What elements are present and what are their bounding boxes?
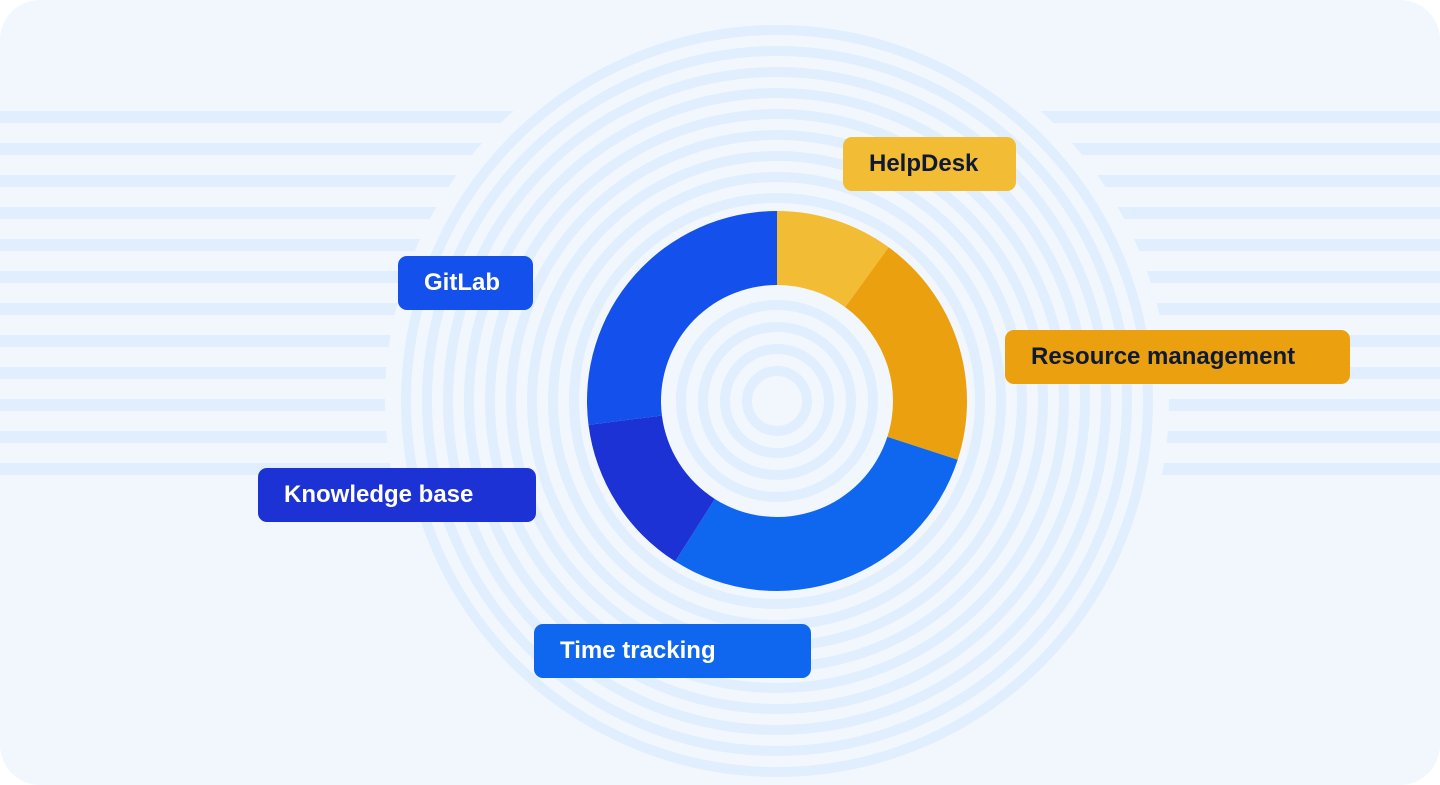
decor-ring	[676, 300, 878, 502]
slice-helpdesk	[777, 211, 889, 308]
decor-ring	[720, 344, 834, 458]
decor-ring	[401, 25, 1153, 777]
slice-label-resource-management: Resource management	[1005, 330, 1350, 384]
decor-ring	[464, 88, 1090, 714]
slice-gitlab	[587, 211, 777, 425]
slice-label-gitlab: GitLab	[398, 256, 533, 310]
decor-ring	[742, 366, 812, 436]
donut-slices	[587, 211, 968, 592]
decor-ring	[485, 109, 1069, 693]
decor-ring	[443, 67, 1111, 735]
decor-ring	[422, 46, 1132, 756]
slice-resource-management	[845, 247, 968, 460]
decor-mask	[385, 9, 1169, 785]
slice-knowledge-base	[588, 415, 715, 562]
slice-label-time-tracking: Time tracking	[534, 624, 811, 678]
slice-label-helpdesk: HelpDesk	[843, 137, 1016, 191]
slice-label-knowledge-base: Knowledge base	[258, 468, 536, 522]
slice-time-tracking	[675, 436, 958, 592]
decor-ring	[698, 322, 856, 480]
decor-ring	[569, 193, 985, 609]
